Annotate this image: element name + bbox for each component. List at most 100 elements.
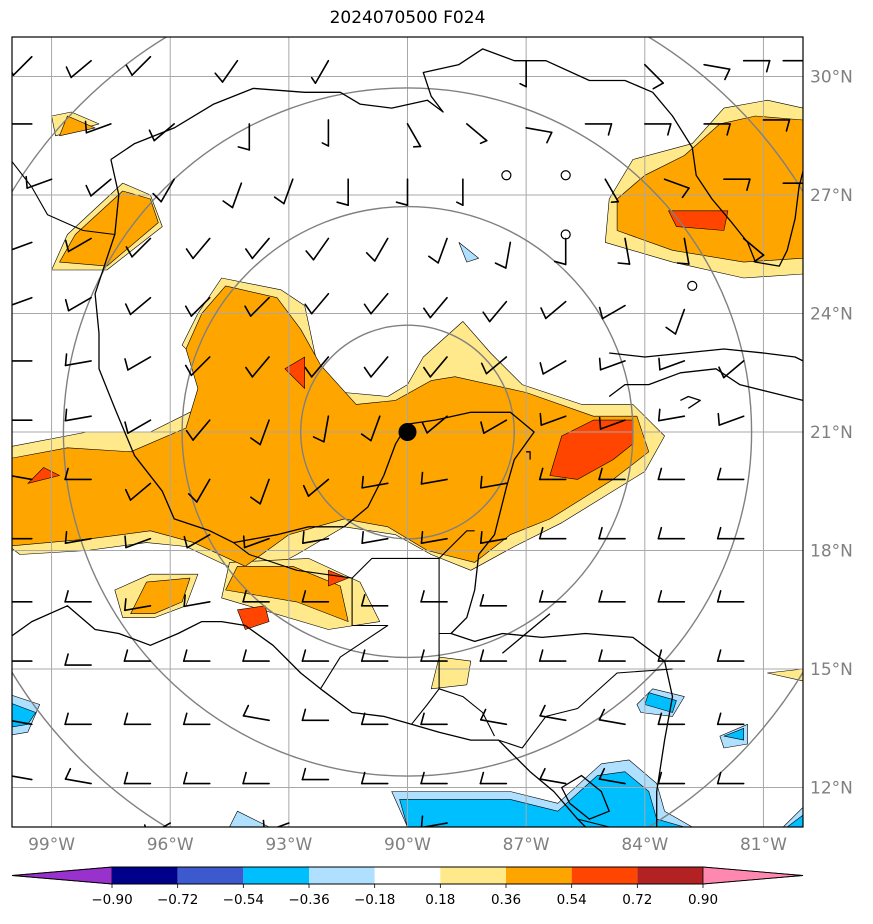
wind-barb: [742, 59, 771, 73]
wind-barb: [124, 419, 152, 434]
wind-barb: [64, 467, 92, 481]
wind-barb: [123, 649, 152, 662]
country-border: [498, 668, 673, 749]
wind-barb: [125, 55, 152, 76]
wind-barb: [363, 292, 389, 315]
wind-barb: [124, 482, 152, 501]
calm-wind-circle: [501, 170, 512, 181]
wind-barb: [242, 535, 270, 549]
wind-barb: [718, 360, 745, 379]
wind-barb: [479, 593, 508, 607]
wind-barb: [84, 120, 112, 134]
wind-barb: [598, 649, 626, 662]
wind-barb: [360, 415, 381, 442]
wind-barb: [25, 175, 53, 189]
colorbar-tick-label: 0.36: [491, 892, 521, 908]
wind-barb: [519, 59, 527, 88]
wind-barb: [428, 237, 448, 264]
wind-barb: [183, 594, 211, 608]
wind-barb: [361, 475, 389, 489]
wind-barb: [716, 771, 745, 785]
wind-barb: [273, 178, 294, 205]
range-ring: [181, 205, 634, 659]
wind-barb: [598, 357, 626, 371]
wind-barb: [479, 475, 508, 489]
wind-barb: [124, 296, 152, 316]
longitude-tick-label: 99°W: [28, 835, 75, 855]
graticule: [12, 37, 803, 827]
wind-barb: [148, 123, 175, 142]
longitude-tick-label: 84°W: [621, 835, 668, 855]
wind-barb: [12, 660, 33, 662]
wind-barb: [363, 356, 389, 378]
longitude-tick-label: 96°W: [147, 835, 194, 855]
coastline: [12, 605, 586, 827]
wind-barb: [598, 708, 626, 726]
wind-barb: [423, 296, 448, 319]
wind-barb: [598, 767, 626, 785]
wind-barb: [64, 353, 92, 367]
colorbar-tick-label: −0.90: [91, 892, 132, 908]
wind-barb: [250, 419, 270, 446]
wind-barb: [421, 415, 448, 434]
wind-barb: [479, 649, 508, 662]
colorbar-tick-label: 0.72: [622, 892, 652, 908]
wind-barb: [657, 467, 686, 481]
wind-barb: [336, 178, 349, 206]
field-neg1-area: [229, 810, 270, 827]
wind-barb: [598, 467, 626, 481]
latitude-tick-label: 27°N: [810, 186, 853, 206]
field-pos2-area: [130, 577, 191, 615]
wind-barb: [540, 300, 567, 320]
wind-barb: [598, 304, 626, 320]
wind-barb: [420, 471, 448, 485]
latitude-tick-label: 12°N: [810, 779, 853, 799]
wind-barb: [598, 416, 626, 430]
range-rings: [12, 37, 803, 827]
wind-barb: [479, 771, 508, 785]
wind-barb: [716, 712, 745, 726]
longitude-labels: 99°W 96°W 93°W 90°W 87°W 84°W 81°W: [28, 835, 787, 855]
wind-barb: [64, 590, 92, 603]
wind-barb: [361, 531, 389, 544]
wind-barb: [360, 771, 389, 785]
wind-barb: [479, 708, 508, 726]
wind-barb: [184, 356, 211, 377]
wind-barb: [553, 237, 567, 266]
wind-barb: [65, 59, 92, 79]
wind-barb: [152, 178, 175, 203]
colorbar-tick-label: 0.90: [688, 892, 718, 908]
wind-barb: [64, 712, 92, 726]
wind-barb: [494, 241, 512, 269]
longitude-tick-label: 90°W: [384, 835, 431, 855]
wind-barb: [420, 531, 448, 544]
field-pos2-area: [59, 190, 159, 267]
wind-barb: [538, 649, 567, 662]
range-ring: [62, 87, 753, 777]
field-neg2-area: [786, 814, 803, 827]
wind-barb: [466, 123, 488, 145]
colorbar-bin: [440, 867, 506, 884]
wind-barb: [183, 533, 211, 549]
wind-barb: [187, 478, 211, 503]
wind-barb: [539, 360, 567, 375]
wind-barb: [657, 408, 686, 422]
wind-barb: [762, 119, 791, 132]
wind-barb: [304, 292, 330, 315]
wind-barb: [301, 708, 330, 722]
wind-barb: [12, 537, 33, 540]
field-pos3-area: [328, 569, 349, 587]
wind-barb: [301, 531, 330, 544]
wind-barb: [676, 237, 690, 265]
wind-barb: [406, 123, 422, 148]
wind-barb: [242, 649, 270, 662]
wind-barb: [302, 478, 330, 497]
wind-barb: [742, 237, 765, 263]
wind-barb: [643, 123, 672, 136]
wind-barb: [782, 182, 803, 184]
field-pos2-area: [225, 565, 349, 622]
wind-barb: [598, 590, 626, 603]
wind-barb: [214, 59, 239, 83]
wind-barb: [657, 712, 686, 726]
country-border: [438, 688, 495, 737]
